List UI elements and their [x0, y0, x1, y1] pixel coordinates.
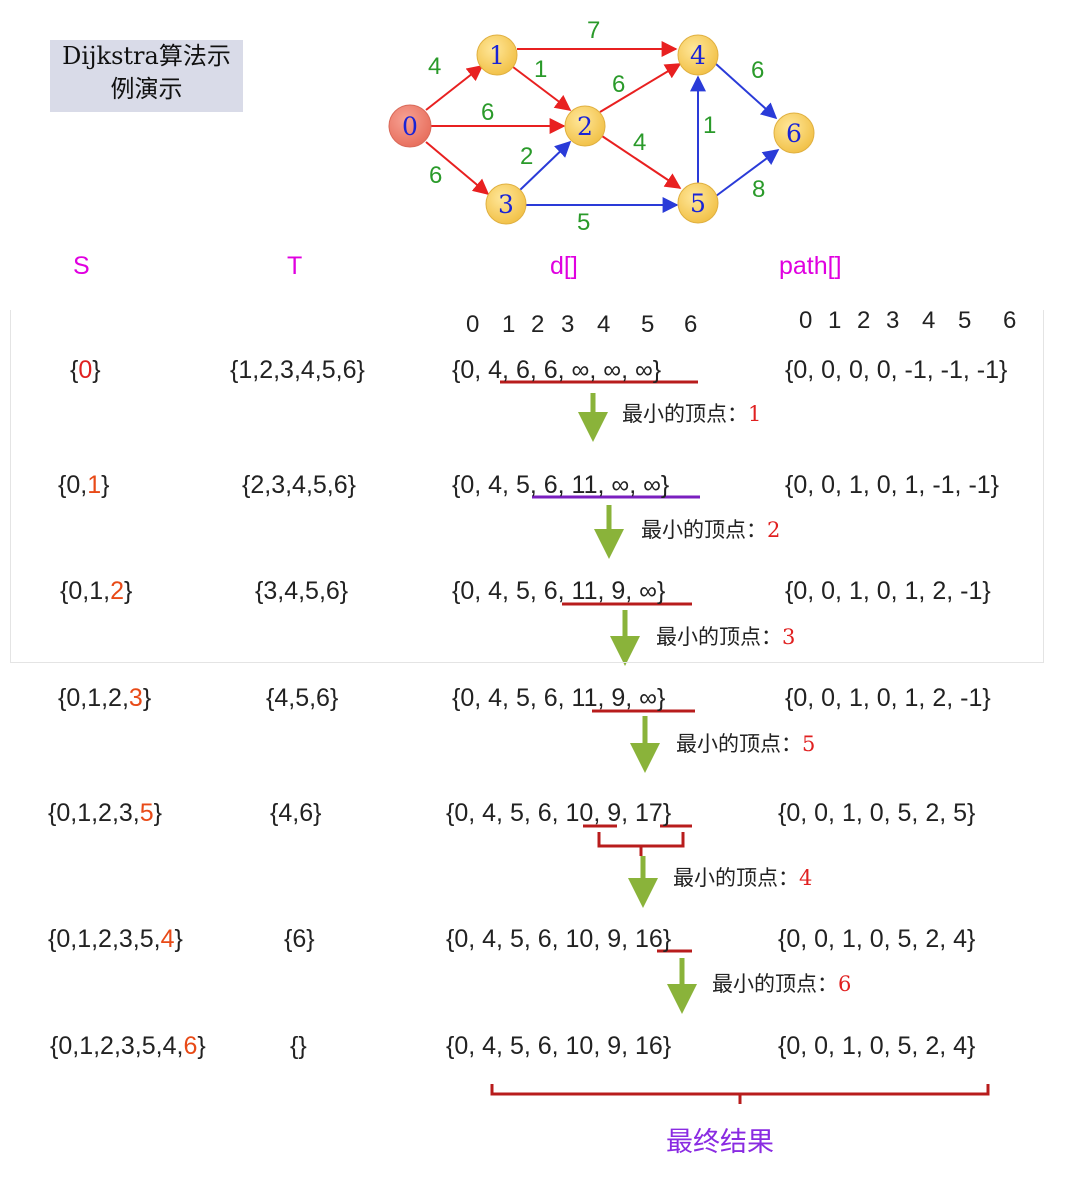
svg-text:4: 4: [690, 41, 706, 70]
svg-text:0: 0: [402, 112, 418, 141]
d-index: 0: [466, 311, 480, 338]
svg-text:5: 5: [690, 189, 706, 218]
weight-5-4: 1: [703, 112, 716, 139]
path-index: 5: [958, 307, 972, 334]
svg-text:2: 2: [577, 112, 593, 141]
path-index: 0: [799, 307, 813, 334]
bracket-step5: [597, 832, 685, 856]
t-set: {1,2,3,4,5,6}: [230, 356, 365, 384]
min-vertex-label: 最小的顶点：1: [622, 402, 762, 426]
weight-2-5: 4: [633, 129, 646, 156]
diagram-title: Dijkstra算法示 例演示: [50, 40, 243, 112]
path-index: 4: [922, 307, 936, 334]
t-set: {2,3,4,5,6}: [242, 471, 357, 499]
svg-text:3: 3: [498, 190, 514, 219]
t-set: {3,4,5,6}: [255, 577, 349, 605]
min-vertex-label: 最小的顶点：5: [676, 732, 816, 756]
d-array: {0, 4, 5, 6, 10, 9, 16}: [446, 1032, 672, 1060]
d-index: 2: [531, 311, 545, 338]
weight-2-4: 6: [612, 71, 625, 98]
d-index: 4: [597, 311, 611, 338]
path-array: {0, 0, 0, 0, -1, -1, -1}: [785, 356, 1008, 384]
svg-text:1: 1: [489, 41, 505, 70]
title-line-1: Dijkstra算法示: [62, 42, 231, 70]
path-index: 1: [828, 307, 842, 334]
path-index: 6: [1003, 307, 1017, 334]
d-index: 6: [684, 311, 698, 338]
s-set: {0,1,2}: [60, 577, 133, 605]
path-array: {0, 0, 1, 0, 5, 2, 5}: [778, 799, 976, 827]
node-4: 4: [677, 34, 719, 76]
s-set: {0,1,2,3,5}: [48, 799, 163, 827]
weight-3-2: 2: [520, 143, 533, 170]
svg-text:6: 6: [786, 119, 802, 148]
header-path: path[]: [779, 252, 842, 280]
final-result-label: 最终结果: [666, 1127, 774, 1157]
weight-3-5: 5: [577, 209, 590, 236]
s-set: {0,1,2,3}: [58, 684, 152, 712]
weight-0-1: 4: [428, 53, 441, 80]
d-array: {0, 4, 5, 6, 10, 9, 16}: [446, 925, 672, 953]
node-5: 5: [677, 182, 719, 224]
edge-0-3: [425, 141, 490, 196]
min-vertex-label: 最小的顶点：4: [673, 866, 813, 890]
s-set: {0}: [70, 356, 101, 384]
node-0: 0: [388, 104, 432, 148]
steps-frame: [10, 310, 1044, 663]
t-set: {4,6}: [270, 799, 322, 827]
path-array: {0, 0, 1, 0, 5, 2, 4}: [778, 1032, 976, 1060]
path-index: 3: [886, 307, 900, 334]
path-array: {0, 0, 1, 0, 1, 2, -1}: [785, 684, 991, 712]
edge-5-6: [715, 149, 780, 197]
d-index: 3: [561, 311, 575, 338]
node-2: 2: [564, 105, 606, 147]
min-vertex-label: 最小的顶点：2: [641, 518, 781, 542]
header-d: d[]: [550, 252, 578, 280]
d-index: 1: [502, 311, 516, 338]
path-array: {0, 0, 1, 0, 1, 2, -1}: [785, 577, 991, 605]
s-set: {0,1}: [58, 471, 110, 499]
edge-4-6: [715, 63, 778, 120]
header-t: T: [287, 252, 303, 280]
t-set: {4,5,6}: [266, 684, 339, 712]
weight-4-6: 6: [751, 57, 764, 84]
final-brace: [490, 1084, 990, 1104]
min-vertex-label: 最小的顶点：3: [656, 625, 796, 649]
d-array: {0, 4, 6, 6, ∞, ∞, ∞}: [452, 356, 662, 384]
node-1: 1: [476, 34, 518, 76]
weight-0-3: 6: [429, 162, 442, 189]
edge-2-4: [599, 63, 682, 113]
path-array: {0, 0, 1, 0, 1, -1, -1}: [785, 471, 1000, 499]
node-3: 3: [485, 183, 527, 225]
edge-3-2: [519, 140, 572, 191]
node-6: 6: [773, 112, 815, 154]
edge-0-1: [425, 65, 484, 111]
d-array: {0, 4, 5, 6, 11, 9, ∞}: [452, 684, 666, 712]
min-vertex-label: 最小的顶点：6: [712, 972, 852, 996]
d-array: {0, 4, 5, 6, 11, ∞, ∞}: [452, 471, 670, 499]
edge-1-2: [512, 66, 572, 111]
edge-2-5: [601, 135, 682, 189]
d-array: {0, 4, 5, 6, 11, 9, ∞}: [452, 577, 666, 605]
weight-0-2: 6: [481, 99, 494, 126]
t-set: {}: [290, 1032, 307, 1060]
d-index: 5: [641, 311, 655, 338]
path-array: {0, 0, 1, 0, 5, 2, 4}: [778, 925, 976, 953]
t-set: {6}: [284, 925, 315, 953]
d-array: {0, 4, 5, 6, 10, 9, 17}: [446, 799, 672, 827]
title-line-2: 例演示: [110, 75, 183, 103]
s-set: {0,1,2,3,5,4}: [48, 925, 183, 953]
weight-1-4: 7: [587, 17, 600, 44]
header-s: S: [73, 252, 90, 280]
s-set: {0,1,2,3,5,4,6}: [50, 1032, 206, 1060]
weight-5-6: 8: [752, 176, 765, 203]
weight-1-2: 1: [534, 56, 547, 83]
path-index: 2: [857, 307, 871, 334]
